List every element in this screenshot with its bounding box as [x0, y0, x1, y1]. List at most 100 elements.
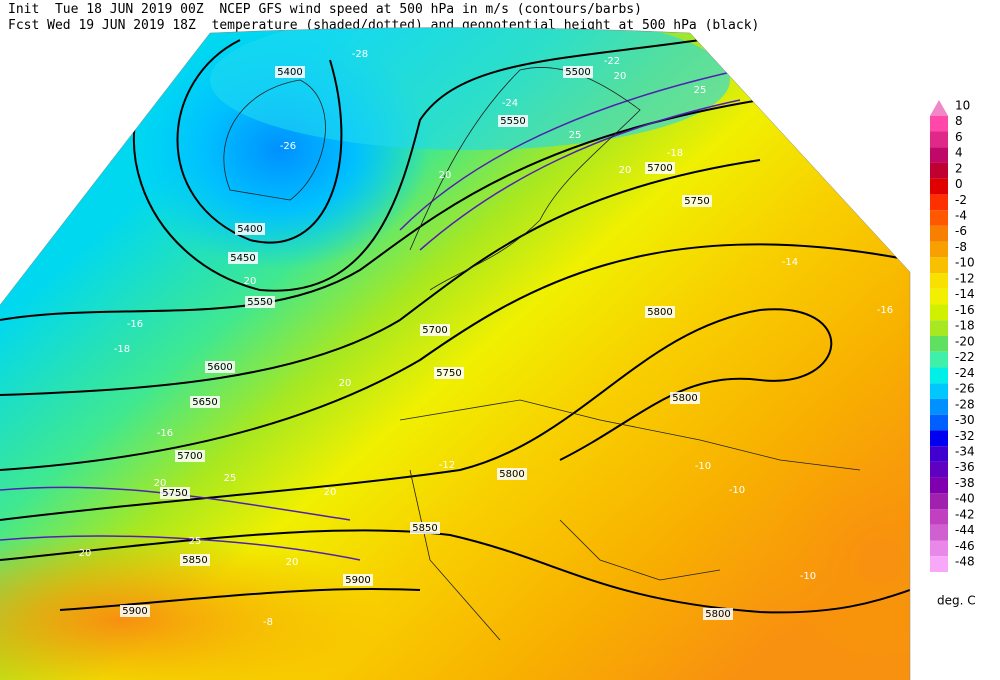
- wind-label: 20: [614, 71, 627, 82]
- colorbar-label: -42: [955, 507, 975, 521]
- height-label: 5700: [647, 163, 672, 174]
- colorbar-swatch: [930, 147, 948, 163]
- height-label-bg: [160, 487, 190, 499]
- colorbar-swatch: [930, 210, 948, 226]
- height-label-bg: [645, 306, 675, 318]
- colorbar-swatch: [930, 556, 948, 572]
- colorbar-unit: deg. C: [937, 594, 976, 608]
- colorbar-swatch: [930, 336, 948, 352]
- height-label: 5800: [499, 469, 524, 480]
- colorbar-label: -12: [955, 271, 975, 285]
- wind-label: 25: [189, 536, 202, 547]
- temperature-label: -18: [667, 148, 683, 159]
- colorbar-label: -28: [955, 397, 975, 411]
- colorbar-label: -34: [955, 445, 975, 459]
- colorbar-label: -26: [955, 382, 975, 396]
- colorbar-swatch: [930, 115, 948, 132]
- colorbar-label: 10: [955, 98, 970, 112]
- colorbar-label: -6: [955, 224, 967, 238]
- colorbar-swatch: [930, 304, 948, 321]
- colorbar-label: -30: [955, 413, 975, 427]
- height-label: 5800: [672, 393, 697, 404]
- colorbar-swatch: [930, 351, 948, 368]
- colorbar-swatch: [930, 430, 948, 447]
- height-label: 5550: [247, 297, 272, 308]
- colorbar-label: 4: [955, 146, 963, 160]
- height-label: 5900: [122, 606, 147, 617]
- colorbar-label: -20: [955, 334, 975, 348]
- colorbar-swatch: [930, 178, 948, 195]
- height-label-bg: [205, 361, 235, 373]
- colorbar-swatch: [930, 398, 948, 415]
- colorbar-label: -16: [955, 303, 975, 317]
- height-label: 5800: [647, 307, 672, 318]
- colorbar-swatch: [930, 194, 948, 211]
- wind-label: 20: [79, 548, 92, 559]
- colorbar-label: -22: [955, 350, 975, 364]
- header-line: Fcst Wed 19 JUN 2019 18Z temperature (sh…: [8, 18, 760, 33]
- height-label: 5550: [500, 116, 525, 127]
- colorbar-label: -24: [955, 366, 975, 380]
- colorbar-swatch: [930, 383, 948, 399]
- temperature-label: -28: [352, 49, 368, 60]
- temperature-label: -10: [729, 485, 745, 496]
- height-label-bg: [275, 66, 305, 78]
- colorbar-swatch: [930, 273, 948, 289]
- colorbar-swatch: [930, 540, 948, 557]
- colorbar-swatch: [930, 367, 948, 384]
- wind-label: 20: [439, 170, 452, 181]
- temperature-label: -8: [263, 617, 273, 628]
- height-label-bg: [120, 605, 150, 617]
- wind-label: 20: [619, 165, 632, 176]
- colorbar-swatch: [930, 461, 948, 478]
- height-label: 5600: [207, 362, 232, 373]
- header-line: Init Tue 18 JUN 2019 00Z NCEP GFS wind s…: [8, 2, 642, 17]
- colorbar-swatch: [930, 477, 948, 494]
- colorbar-swatch: [930, 257, 948, 274]
- colorbar-swatch: [930, 446, 948, 462]
- colorbar-swatch: [930, 131, 948, 148]
- temperature-label: -16: [157, 428, 173, 439]
- colorbar-label: 8: [955, 114, 963, 128]
- height-label: 5500: [565, 67, 590, 78]
- height-label-bg: [343, 574, 373, 586]
- colorbar-swatch: [930, 241, 948, 258]
- wind-label: 20: [339, 378, 352, 389]
- wind-label: 20: [324, 487, 337, 498]
- height-label-bg: [670, 392, 700, 404]
- temperature-label: -26: [280, 141, 296, 152]
- height-label: 5750: [684, 196, 709, 207]
- colorbar-swatch: [930, 414, 948, 431]
- wind-label: 20: [244, 276, 257, 287]
- temperature-label: -18: [114, 344, 130, 355]
- temperature-label: -24: [502, 98, 518, 109]
- height-label-bg: [175, 450, 205, 462]
- colorbar-label: -46: [955, 539, 975, 553]
- colorbar-swatch: [930, 100, 948, 116]
- colorbar-label: -36: [955, 460, 975, 474]
- temperature-label: -10: [800, 571, 816, 582]
- colorbar-label: -48: [955, 555, 975, 569]
- height-label-bg: [190, 396, 220, 408]
- height-label-bg: [245, 296, 275, 308]
- height-label: 5400: [237, 224, 262, 235]
- height-label-bg: [410, 522, 440, 534]
- colorbar-swatch: [930, 524, 948, 541]
- colorbar-label: -44: [955, 523, 975, 537]
- temperature-label: -12: [439, 460, 455, 471]
- temperature-label: -14: [782, 257, 798, 268]
- temperature-label: -10: [695, 461, 711, 472]
- colorbar-label: -32: [955, 429, 975, 443]
- temperature-label: -16: [877, 305, 893, 316]
- height-label-bg: [228, 252, 258, 264]
- colorbar-label: -8: [955, 240, 967, 254]
- wind-label: 20: [286, 557, 299, 568]
- height-label: 5800: [705, 609, 730, 620]
- height-label-bg: [563, 66, 593, 78]
- colorbar-label: -2: [955, 193, 967, 207]
- height-label-bg: [682, 195, 712, 207]
- colorbar-swatch: [930, 162, 948, 179]
- temperature-label: -16: [127, 319, 143, 330]
- colorbar-label: -14: [955, 287, 975, 301]
